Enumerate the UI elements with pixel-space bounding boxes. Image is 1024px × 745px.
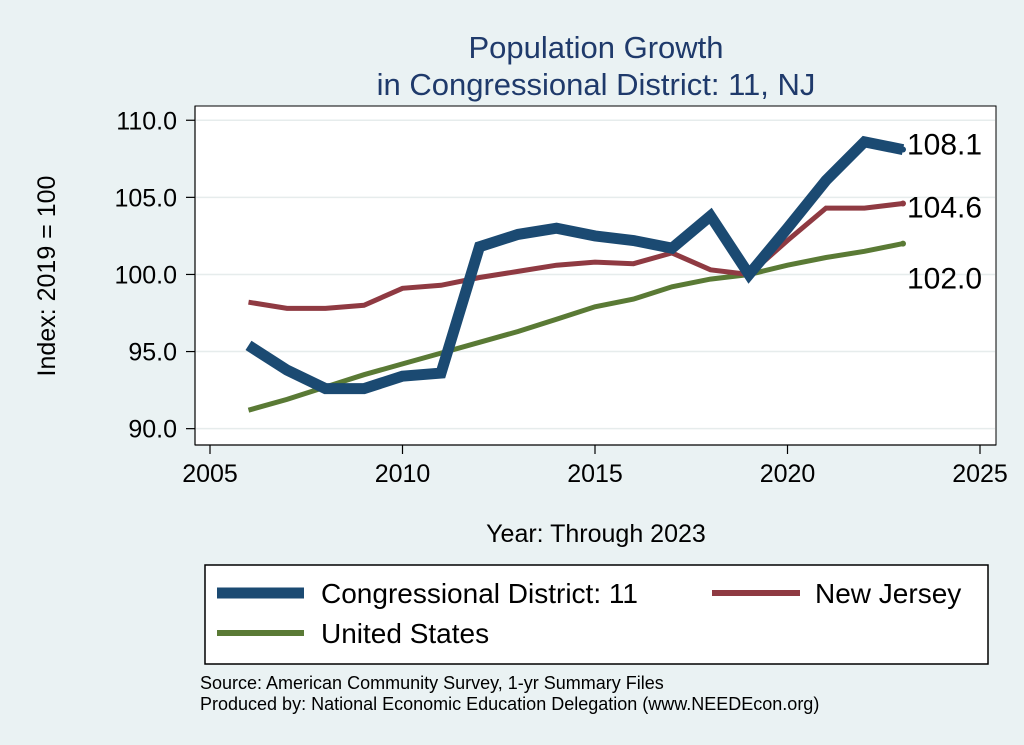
axes: 90.0 95.0 100.0 105.0 110.0 2005 2010 2015 2020 2… — [114, 106, 1008, 488]
x-axis-title: Year: Through 2023 — [486, 520, 706, 548]
x-tick-label-3: 2020 — [760, 460, 816, 488]
plot-area — [194, 105, 997, 446]
end-label-new-jersey: 104.6 — [907, 192, 982, 225]
series-end-point-district — [900, 146, 906, 153]
chart-title-line-2: in Congressional District: 11, NJ — [377, 67, 816, 102]
series-end-point-new-jersey — [900, 200, 906, 207]
y-tick-label-3: 105.0 — [114, 184, 177, 212]
y-tick-label-0: 90.0 — [128, 416, 177, 444]
x-tick-label-1: 2010 — [375, 460, 431, 488]
legend-label-united-states: United States — [321, 618, 489, 649]
series-line-district — [245, 135, 905, 395]
end-label-district: 108.1 — [907, 129, 982, 162]
series-end-point-united-states — [900, 240, 906, 247]
end-label-united-states: 102.0 — [907, 263, 982, 296]
end-labels: 108.1 104.6 102.0 — [907, 129, 982, 296]
chart-title-line-1: Population Growth — [468, 30, 723, 65]
series-lines — [245, 135, 906, 413]
produced-by-note: Produced by: National Economic Education… — [200, 694, 819, 714]
series-line-united-states — [247, 241, 904, 413]
source-note: Source: American Community Survey, 1-yr … — [200, 673, 664, 693]
legend-box — [204, 564, 989, 665]
series-line-new-jersey — [248, 201, 904, 311]
y-tick-label-4: 110.0 — [116, 107, 177, 135]
x-tick-label-2: 2015 — [567, 460, 623, 488]
x-tick-label-4: 2025 — [952, 460, 1008, 488]
y-axis-title: Index: 2019 = 100 — [33, 176, 61, 377]
x-tick-label-0: 2005 — [182, 460, 238, 488]
grid-lines — [196, 119, 995, 430]
legend-label-new-jersey: New Jersey — [815, 578, 961, 609]
legend-label-district: Congressional District: 11 — [321, 578, 638, 609]
legend: Congressional District: 11 New Jersey Un… — [204, 564, 989, 665]
y-tick-label-2: 100.0 — [114, 261, 177, 289]
y-tick-label-1: 95.0 — [128, 339, 177, 367]
